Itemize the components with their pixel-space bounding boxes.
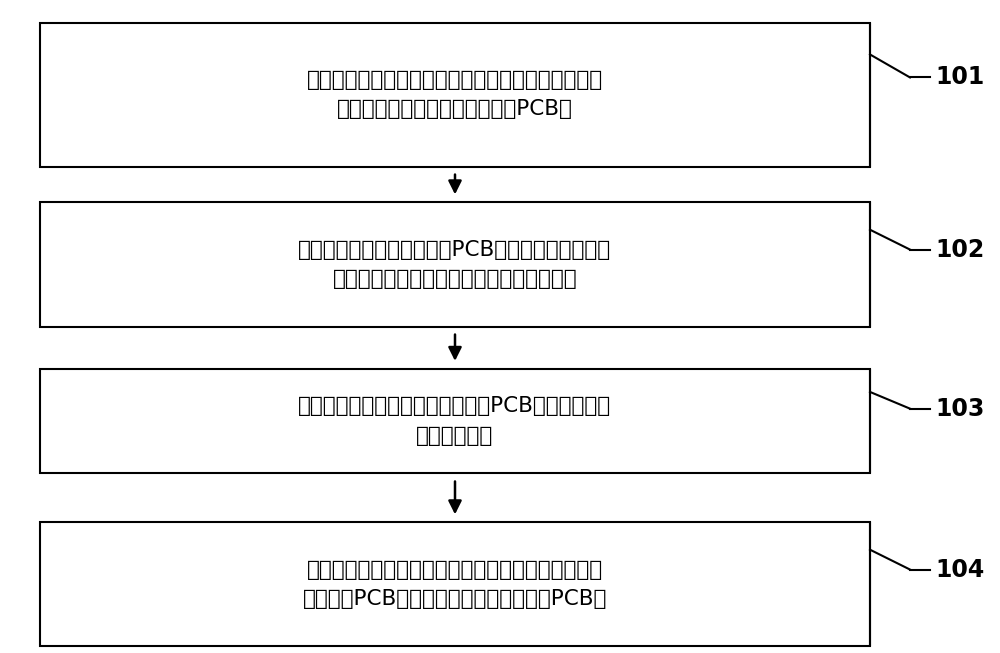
- Bar: [40, 23, 870, 167]
- Text: 104: 104: [935, 558, 984, 582]
- Bar: [40, 369, 870, 473]
- Bar: [40, 522, 870, 646]
- Text: 预备待熔合的基板和半固化片，所述基板与所述半固
化片交替重叠放置，得到待熔合PCB板: 预备待熔合的基板和半固化片，所述基板与所述半固 化片交替重叠放置，得到待熔合PC…: [307, 70, 603, 119]
- Text: 将已设置所述热熔块的所述待熔合PCB板放入热熔机
的加工平台上: 将已设置所述热熔块的所述待熔合PCB板放入热熔机 的加工平台上: [298, 396, 612, 446]
- Text: 102: 102: [935, 238, 984, 262]
- Text: 101: 101: [935, 65, 984, 89]
- Bar: [40, 202, 870, 326]
- Text: 开启所述热熔机，对所述热熔块进行加热，并且对所
述待熔合PCB板进行压合，得到熔合后的PCB板: 开启所述热熔机，对所述热熔块进行加热，并且对所 述待熔合PCB板进行压合，得到熔…: [303, 560, 607, 609]
- Text: 103: 103: [935, 396, 984, 421]
- Text: 将热熔块设置于所述待熔合PCB板的所述基板和所述
半固化片之间，所述热熔块具有铜网格结构: 将热熔块设置于所述待熔合PCB板的所述基板和所述 半固化片之间，所述热熔块具有铜…: [298, 240, 612, 289]
